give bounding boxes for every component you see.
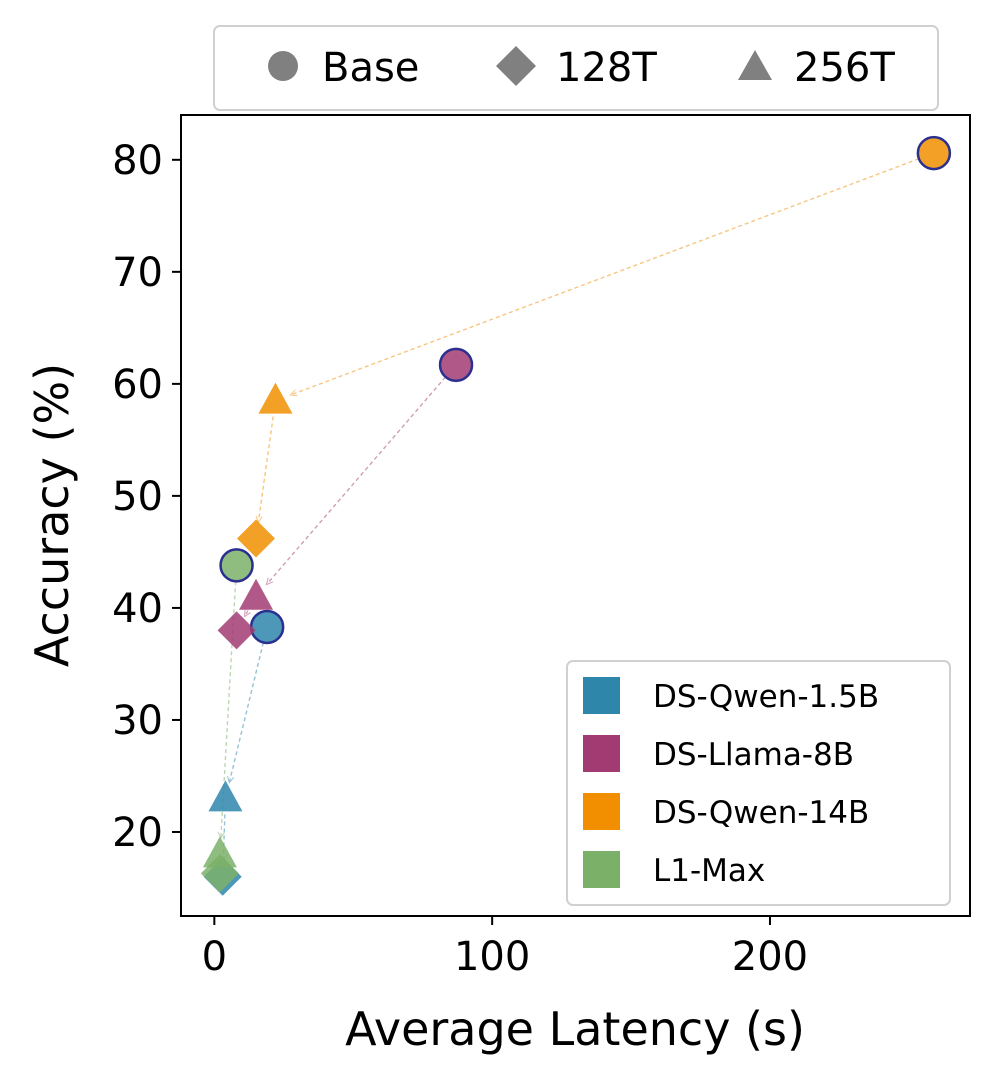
y-tick-label: 60 [112, 362, 163, 408]
y-tick-label: 30 [112, 698, 163, 744]
marker-legend-256t-label: 256T [794, 45, 895, 91]
color-legend-ds-qwen-1-5b: DS-Qwen-1.5B [583, 677, 879, 715]
color-legend-label-ds-qwen-14b: DS-Qwen-14B [653, 795, 869, 831]
point-ds-qwen-14b-128t [237, 519, 276, 558]
point-ds-llama-8b-128t [217, 611, 256, 650]
color-legend: DS-Qwen-1.5B DS-Llama-8B DS-Qwen-14B L1-… [566, 660, 951, 906]
point-l1-max-256t [202, 836, 237, 868]
plot-frame [180, 114, 971, 917]
y-axis-ticks: 20 30 40 50 60 70 80 [112, 138, 181, 856]
arrow-ds-llama-8b-1 [243, 611, 248, 617]
color-swatch-ds-qwen-1-5b [583, 677, 620, 714]
arrow-ds-qwen-1-5b-0 [229, 642, 265, 783]
point-ds-qwen-14b-256t [258, 382, 293, 414]
color-legend-l1-max: L1-Max [583, 851, 765, 889]
color-legend-label-ds-llama-8b: DS-Llama-8B [653, 737, 854, 773]
marker-legend-256t: 256T [738, 45, 895, 91]
y-tick-label: 50 [112, 474, 163, 520]
y-tick-label: 20 [112, 810, 163, 856]
x-axis-label: Average Latency (s) [345, 1002, 805, 1056]
y-axis-label: Accuracy (%) [25, 363, 79, 667]
color-legend-label-ds-qwen-1-5b: DS-Qwen-1.5B [653, 679, 879, 715]
circle-marker-icon [268, 51, 298, 81]
point-ds-llama-8b-256t [239, 578, 274, 610]
color-swatch-ds-qwen-14b [583, 793, 620, 830]
x-tick-label: 0 [202, 934, 227, 980]
color-legend-label-l1-max: L1-Max [653, 853, 765, 889]
marker-legend: Base 128T 256T [213, 25, 939, 111]
marker-legend-base: Base [268, 45, 419, 91]
marker-legend-128t-label: 128T [556, 45, 657, 91]
diamond-marker-icon [496, 46, 536, 86]
marker-legend-128t: 128T [496, 45, 657, 91]
points-layer [200, 135, 952, 896]
point-l1-max-128t [200, 854, 239, 893]
x-tick-label: 100 [454, 934, 530, 980]
color-legend-ds-llama-8b: DS-Llama-8B [583, 735, 854, 773]
x-tick-label: 200 [732, 934, 808, 980]
y-tick-label: 70 [112, 250, 163, 296]
y-tick-label: 80 [112, 138, 163, 184]
y-tick-label: 40 [112, 586, 163, 632]
point-ds-qwen-14b-base [916, 135, 952, 171]
color-swatch-ds-llama-8b [583, 735, 620, 772]
point-ds-qwen-1-5b-256t [208, 780, 243, 812]
point-ds-qwen-1-5b-base [249, 609, 285, 645]
marker-legend-frame [213, 25, 939, 111]
color-swatch-l1-max [583, 851, 620, 888]
point-l1-max-base [219, 548, 254, 583]
arrow-ds-llama-8b-0 [266, 376, 447, 585]
marker-legend-base-label: Base [322, 45, 419, 91]
point-ds-llama-8b-base [438, 347, 474, 383]
arrow-ds-qwen-14b-1 [258, 416, 274, 523]
color-legend-frame [566, 660, 951, 906]
color-legend-ds-qwen-14b: DS-Qwen-14B [583, 793, 869, 831]
arrow-ds-qwen-14b-0 [290, 158, 920, 395]
triangle-marker-icon [738, 50, 772, 80]
x-axis-ticks: 0 100 200 [202, 916, 808, 980]
